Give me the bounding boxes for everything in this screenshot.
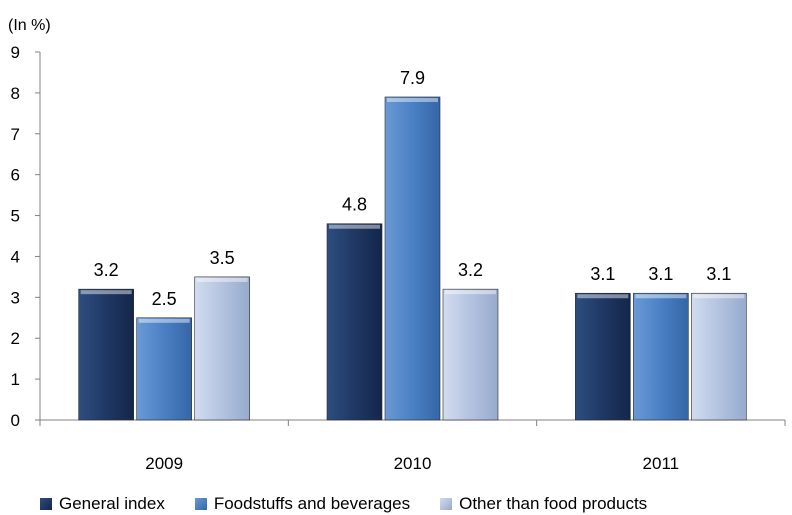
bars xyxy=(78,96,747,421)
legend-swatch-general-index xyxy=(40,498,52,510)
bar-highlight xyxy=(387,97,438,102)
y-tick-label: 8 xyxy=(11,84,20,103)
y-tick-label: 7 xyxy=(11,125,20,144)
bar-foodstuffs-and-beverages xyxy=(633,292,689,421)
data-label: 4.8 xyxy=(342,195,367,215)
y-tick-label: 0 xyxy=(11,411,20,430)
bar-body xyxy=(136,317,192,421)
bar-body xyxy=(442,288,499,421)
data-label: 7.9 xyxy=(400,68,425,88)
bar-highlight xyxy=(138,318,190,323)
x-category-label: 2011 xyxy=(643,454,680,473)
bar-foodstuffs-and-beverages xyxy=(384,96,441,421)
bar-foodstuffs-and-beverages xyxy=(136,317,192,421)
bar-chart: (In %) 0 1 2 3 4 5 6 7 8 9 2009 2010 2011 3.2 4.8 3.1… xyxy=(8,17,786,473)
legend-swatch-other-than-food xyxy=(440,498,453,510)
legend-label-foodstuffs: Foodstuffs and beverages xyxy=(213,494,411,513)
y-axis: 0 1 2 3 4 5 6 7 8 9 xyxy=(11,43,41,430)
legend: General index Foodstuffs and beverages O… xyxy=(40,493,677,515)
legend-item-other-than-food: Other than food products xyxy=(440,494,647,514)
bar-general-index xyxy=(326,223,383,421)
data-label: 3.2 xyxy=(94,260,119,280)
bar-body xyxy=(78,288,134,421)
bar-general-index xyxy=(575,292,631,421)
data-label: 3.1 xyxy=(590,264,615,284)
bar-highlight xyxy=(577,294,629,299)
bar-highlight xyxy=(80,290,132,295)
bar-body xyxy=(691,292,747,421)
y-tick-label: 1 xyxy=(11,370,20,389)
x-axis: 2009 2010 2011 xyxy=(39,419,786,473)
bar-highlight xyxy=(635,294,687,299)
data-label: 3.1 xyxy=(706,264,731,284)
y-tick-label: 6 xyxy=(11,166,20,185)
bar-highlight xyxy=(445,290,496,295)
data-label: 2.5 xyxy=(152,289,177,309)
y-tick-label: 9 xyxy=(11,43,20,62)
legend-label-other-than-food: Other than food products xyxy=(459,494,648,513)
legend-swatch-foodstuffs xyxy=(194,498,207,510)
x-category-label: 2009 xyxy=(145,454,183,473)
bar-general-index xyxy=(78,288,134,421)
unit-label: (In %) xyxy=(8,17,51,34)
legend-item-foodstuffs: Foodstuffs and beverages xyxy=(194,494,411,514)
x-category-label: 2010 xyxy=(394,454,432,473)
legend-label-general-index: General index xyxy=(59,494,165,513)
bar-highlight xyxy=(329,224,380,229)
bar-highlight xyxy=(693,294,745,299)
data-labels: 3.2 4.8 3.1 2.5 7.9 3.1 3.5 3.2 3.1 xyxy=(94,68,732,309)
y-tick-label: 3 xyxy=(11,288,20,307)
bar-other-than-food-products xyxy=(691,292,747,421)
data-label: 3.5 xyxy=(210,248,235,268)
bar-other-than-food-products xyxy=(442,288,499,421)
bar-body xyxy=(633,292,689,421)
bar-body xyxy=(384,96,441,421)
y-tick-label: 2 xyxy=(11,329,20,348)
y-tick-label: 4 xyxy=(11,247,20,266)
bar-body xyxy=(326,223,383,421)
legend-item-general-index: General index xyxy=(40,494,165,514)
bar-other-than-food-products xyxy=(194,276,250,421)
data-label: 3.2 xyxy=(458,260,483,280)
bar-body xyxy=(575,292,631,421)
bar-body xyxy=(194,276,250,421)
bar-highlight xyxy=(196,277,248,282)
y-tick-label: 5 xyxy=(11,207,20,226)
data-label: 3.1 xyxy=(648,264,673,284)
